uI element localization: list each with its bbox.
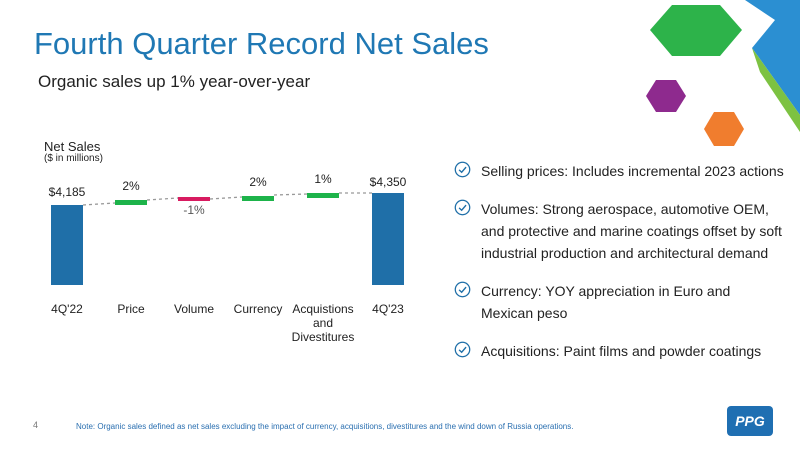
data-label-4: 1% — [314, 172, 332, 186]
page-number: 4 — [33, 420, 39, 430]
check-circle-icon — [454, 281, 471, 298]
bar-5 — [372, 193, 404, 285]
chart-label: Net Sales — [44, 139, 101, 154]
bullet-item: Currency: YOY appreciation in Euro and Me… — [454, 280, 784, 324]
category-label-4: Acquistions — [292, 302, 353, 316]
footnote: Note: Organic sales defined as net sales… — [76, 422, 574, 431]
bullet-line: Volumes: Strong aerospace, automotive OE… — [481, 201, 769, 217]
brand-arrow-shape — [745, 0, 800, 115]
bullet-line: industrial production and architectural … — [481, 245, 769, 261]
bullet-item: Volumes: Strong aerospace, automotive OE… — [454, 198, 784, 264]
category-label-1: Price — [117, 302, 145, 316]
category-label-2: Volume — [174, 302, 214, 316]
category-label-4: Divestitures — [292, 330, 355, 344]
ppg-logo: PPG — [727, 406, 773, 436]
check-circle-icon — [454, 199, 471, 216]
bullet-line: Currency: YOY appreciation in Euro and — [481, 283, 731, 299]
bullet-line: Selling prices: Includes incremental 202… — [481, 163, 784, 179]
bullet-text: Selling prices: Includes incremental 202… — [481, 160, 784, 182]
bullet-line: Mexican peso — [481, 305, 568, 321]
bar-1 — [115, 200, 147, 205]
page-title: Fourth Quarter Record Net Sales — [34, 26, 489, 61]
green-hexagon-shape — [650, 5, 742, 56]
brand-arrow-green-shape — [752, 48, 800, 132]
check-circle-icon — [454, 341, 471, 358]
check-circle-icon — [454, 161, 471, 178]
data-label-3: 2% — [249, 175, 267, 189]
bar-2 — [178, 197, 210, 201]
category-label-3: Currency — [234, 302, 283, 316]
data-label-5: $4,350 — [370, 175, 407, 189]
bullet-text: Acquisitions: Paint films and powder coa… — [481, 340, 761, 362]
bullet-text: Volumes: Strong aerospace, automotive OE… — [481, 198, 782, 264]
bullet-line: Acquisitions: Paint films and powder coa… — [481, 343, 762, 359]
bullet-line: and protective and marine coatings offse… — [481, 223, 782, 239]
page-subtitle: Organic sales up 1% year-over-year — [38, 72, 311, 91]
purple-hexagon-shape — [646, 80, 686, 112]
bar-4 — [307, 193, 339, 198]
category-label-0: 4Q'22 — [51, 302, 83, 316]
chart-unit-label: ($ in millions) — [44, 153, 103, 164]
data-label-0: $4,185 — [49, 185, 86, 199]
data-label-2: -1% — [183, 203, 205, 217]
bar-0 — [51, 205, 83, 285]
bullet-list: Selling prices: Includes incremental 202… — [454, 160, 784, 378]
bar-3 — [242, 196, 274, 201]
bullet-text: Currency: YOY appreciation in Euro and Me… — [481, 280, 730, 324]
bullet-item: Selling prices: Includes incremental 202… — [454, 160, 784, 182]
category-label-4: and — [313, 316, 333, 330]
data-label-1: 2% — [122, 179, 140, 193]
orange-hexagon-shape — [704, 112, 744, 146]
bullet-item: Acquisitions: Paint films and powder coa… — [454, 340, 784, 362]
category-label-5: 4Q'23 — [372, 302, 404, 316]
